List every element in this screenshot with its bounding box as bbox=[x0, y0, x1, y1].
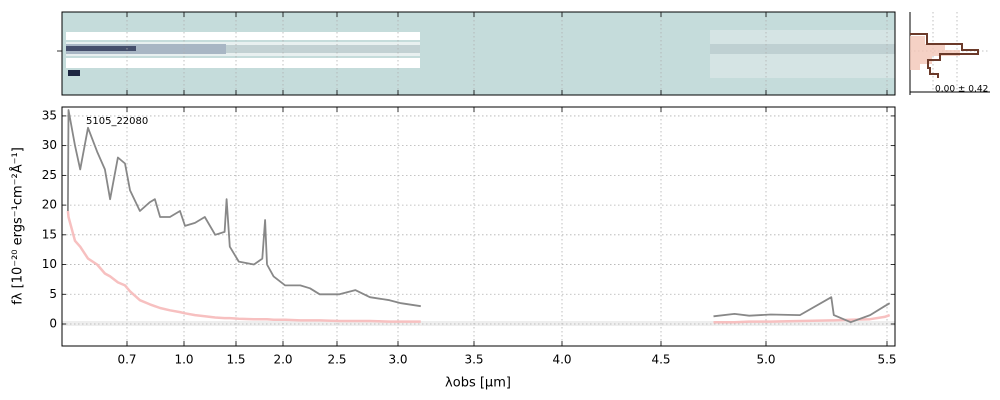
zero-band bbox=[62, 321, 895, 326]
x-tick-label: 3.5 bbox=[464, 353, 483, 367]
x-tick-label: 4.5 bbox=[651, 353, 670, 367]
y-tick-label: 25 bbox=[42, 168, 57, 182]
y-tick-label: 10 bbox=[42, 257, 57, 271]
x-tick-label: 0.7 bbox=[117, 353, 136, 367]
y-tick-label: 15 bbox=[42, 227, 57, 241]
spectrum-line bbox=[67, 109, 891, 324]
y-tick-label: 20 bbox=[42, 198, 57, 212]
plot-frame bbox=[61, 106, 896, 347]
x-tick-label: 1.0 bbox=[174, 353, 193, 367]
annotation: 5105_22080 bbox=[86, 116, 148, 127]
side-label: 0.00 ± 0.42 bbox=[935, 85, 988, 95]
spectrum-2d bbox=[57, 11, 896, 96]
x-tick-label: 1.5 bbox=[226, 353, 245, 367]
x-tick-label: 4.0 bbox=[552, 353, 571, 367]
y-axis-label: fλ [10⁻²⁰ ergs⁻¹cm⁻²Å⁻¹] bbox=[10, 147, 26, 305]
spectrum-line bbox=[66, 210, 891, 324]
x-tick-label: 2.5 bbox=[327, 353, 346, 367]
x-tick-label: 5.5 bbox=[877, 353, 896, 367]
y-tick-label: 0 bbox=[49, 317, 57, 331]
y-tick-label: 35 bbox=[42, 108, 57, 122]
x-axis-label: λobs [μm] bbox=[445, 376, 511, 391]
y-tick-label: 30 bbox=[42, 138, 57, 152]
side-histogram: 0.00 ± 0.42 bbox=[909, 12, 990, 95]
x-tick-label: 2.0 bbox=[273, 353, 292, 367]
x-tick-label: 3.0 bbox=[388, 353, 407, 367]
y-tick-label: 5 bbox=[49, 287, 57, 301]
x-tick-label: 5.0 bbox=[756, 353, 775, 367]
